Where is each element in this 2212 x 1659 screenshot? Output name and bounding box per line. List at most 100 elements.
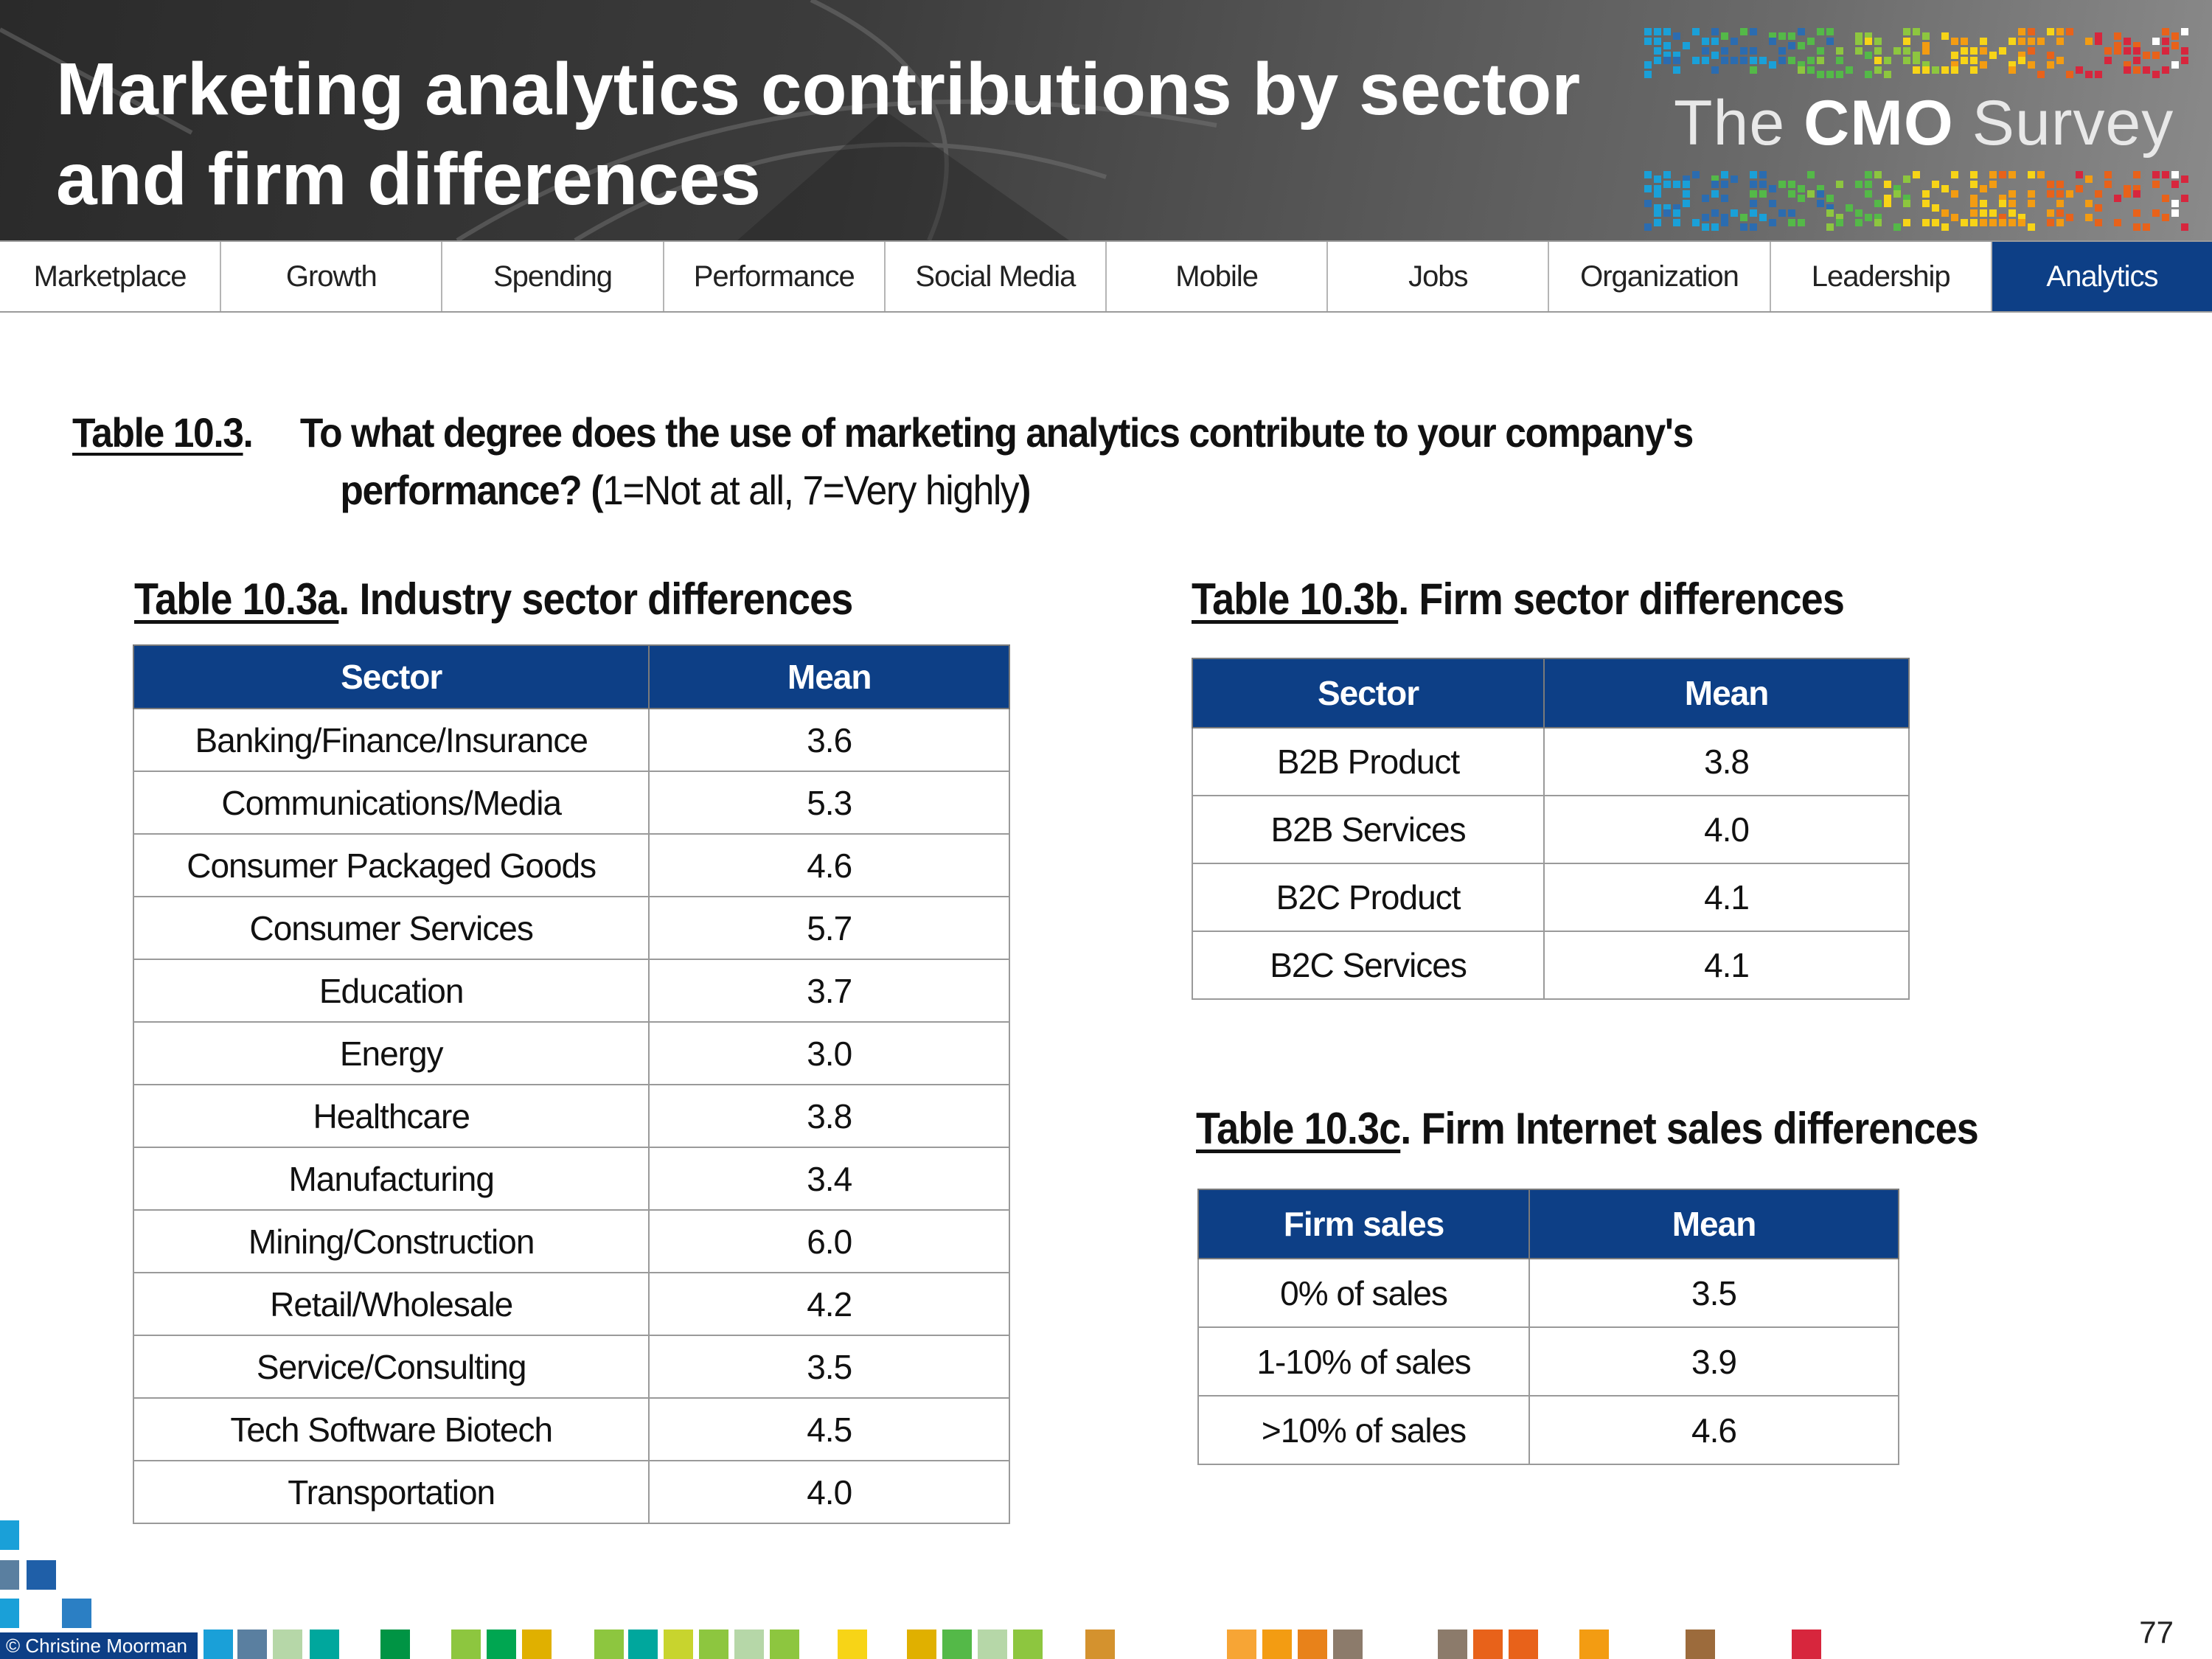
question-text-line-2: performance? ( bbox=[340, 467, 603, 513]
logo-pixel bbox=[2171, 200, 2179, 207]
logo-pixel-pattern bbox=[1644, 28, 2188, 231]
logo-pixel bbox=[1654, 219, 1661, 226]
table-row: Communications/Media 5.3 bbox=[132, 771, 1010, 835]
tab-analytics[interactable]: Analytics bbox=[1992, 242, 2212, 311]
logo-pixel bbox=[1692, 28, 1700, 35]
logo-pixel bbox=[2056, 181, 2064, 188]
mean-value-cell: 3.0 bbox=[648, 1021, 1010, 1085]
tab-marketplace[interactable]: Marketplace bbox=[0, 242, 222, 311]
logo-pixel bbox=[1788, 209, 1795, 217]
logo-pixel bbox=[1826, 209, 1834, 217]
tab-leadership[interactable]: Leadership bbox=[1771, 242, 1992, 311]
logo-pixel bbox=[1798, 185, 1805, 192]
page-title-line-1: Marketing analytics contributions by sec… bbox=[56, 48, 1581, 131]
logo-pixel bbox=[2124, 66, 2131, 74]
logo-pixel bbox=[2133, 47, 2140, 55]
logo-pixel bbox=[1884, 57, 1891, 64]
logo-pixel bbox=[1874, 214, 1882, 221]
logo-pixel bbox=[1817, 47, 1824, 55]
logo-pixel bbox=[1999, 219, 2006, 226]
footer-square bbox=[380, 1630, 410, 1659]
logo-pixel bbox=[1769, 219, 1776, 226]
tab-social-media[interactable]: Social Media bbox=[886, 242, 1107, 311]
logo-pixel bbox=[2056, 200, 2064, 207]
logo-pixel bbox=[2028, 223, 2035, 231]
logo-pixel bbox=[1654, 47, 1661, 55]
logo-pixel bbox=[1663, 52, 1671, 59]
row-label-cell: Consumer Services bbox=[132, 896, 650, 960]
logo-pixel bbox=[2018, 52, 2025, 59]
page-title: Marketing analytics contributions by sec… bbox=[56, 44, 1641, 224]
logo-pixel bbox=[2076, 171, 2083, 178]
row-label-cell: B2C Product bbox=[1191, 863, 1545, 932]
logo-pixel bbox=[1673, 32, 1680, 40]
logo-pixel bbox=[1759, 190, 1767, 198]
logo-pixel bbox=[1999, 214, 2006, 221]
logo-pixel bbox=[1731, 175, 1738, 183]
footer-square bbox=[1792, 1630, 1821, 1659]
logo-pixel bbox=[2171, 42, 2179, 49]
logo-pixel bbox=[1855, 181, 1863, 188]
logo-pixel bbox=[1951, 214, 1958, 221]
tab-spending[interactable]: Spending bbox=[442, 242, 664, 311]
copyright-notice: © Christine Moorman bbox=[0, 1632, 198, 1659]
logo-pixel bbox=[1865, 71, 1872, 78]
tab-jobs[interactable]: Jobs bbox=[1328, 242, 1550, 311]
logo-pixel bbox=[1644, 28, 1652, 35]
mean-value-cell: 3.4 bbox=[648, 1147, 1010, 1211]
table-row: Tech Software Biotech 4.5 bbox=[132, 1397, 1010, 1461]
footer-square bbox=[699, 1630, 728, 1659]
logo-pixel bbox=[1807, 57, 1815, 64]
logo-pixel bbox=[2085, 200, 2093, 207]
row-label-cell: Transportation bbox=[132, 1460, 650, 1524]
logo-pixel bbox=[2124, 38, 2131, 45]
logo-pixel bbox=[1980, 200, 1987, 207]
logo-pixel bbox=[1644, 61, 1652, 69]
logo-pixel bbox=[2162, 214, 2169, 221]
logo-pixel bbox=[1874, 200, 1882, 207]
logo-pixel bbox=[1663, 204, 1671, 212]
logo-pixel bbox=[1941, 209, 1949, 217]
table-c-title-text: . Firm Internet sales differences bbox=[1400, 1104, 1979, 1153]
footer-square bbox=[1438, 1630, 1467, 1659]
logo-pixel bbox=[1817, 190, 1824, 198]
logo-pixel bbox=[1778, 209, 1786, 217]
logo-pixel bbox=[1922, 42, 1930, 49]
logo-pixel bbox=[1817, 28, 1824, 35]
logo-pixel bbox=[2066, 214, 2073, 221]
logo-pixel bbox=[1884, 195, 1891, 202]
footer-square bbox=[0, 1599, 19, 1628]
logo-pixel bbox=[2095, 204, 2102, 212]
logo-pixel bbox=[2047, 61, 2054, 69]
mean-value-cell: 4.5 bbox=[648, 1397, 1010, 1461]
logo-pixel bbox=[2047, 209, 2054, 217]
tab-performance[interactable]: Performance bbox=[664, 242, 886, 311]
logo-pixel bbox=[2124, 190, 2131, 198]
logo-pixel bbox=[1903, 195, 1910, 202]
logo-pixel bbox=[1663, 209, 1671, 217]
tab-growth[interactable]: Growth bbox=[221, 242, 443, 311]
logo-pixel bbox=[1970, 200, 1978, 207]
tab-organization[interactable]: Organization bbox=[1549, 242, 1771, 311]
table-row: B2B Product 3.8 bbox=[1191, 727, 1910, 796]
logo-pixel bbox=[1874, 47, 1882, 55]
mean-value-cell: 3.9 bbox=[1528, 1326, 1899, 1397]
logo-pixel bbox=[1740, 223, 1747, 231]
logo-pixel bbox=[2162, 38, 2169, 45]
logo-pixel bbox=[1951, 61, 1958, 69]
logo-pixel bbox=[1989, 219, 1997, 226]
logo-pixel bbox=[1941, 66, 1949, 74]
logo-pixel bbox=[1836, 57, 1843, 64]
logo-pixel bbox=[2095, 71, 2102, 78]
logo-pixel bbox=[1922, 200, 1930, 207]
table-row: B2C Product 4.1 bbox=[1191, 863, 1910, 932]
footer-square bbox=[942, 1630, 972, 1659]
table-row: 1-10% of sales 3.9 bbox=[1197, 1326, 1899, 1397]
logo-pixel bbox=[1798, 195, 1805, 202]
logo-pixel bbox=[2018, 219, 2025, 226]
logo-pixel bbox=[2028, 171, 2035, 178]
row-label-cell: B2B Services bbox=[1191, 795, 1545, 864]
logo-pixel bbox=[2143, 223, 2150, 231]
tab-mobile[interactable]: Mobile bbox=[1107, 242, 1329, 311]
logo-pixel bbox=[1913, 171, 1920, 178]
